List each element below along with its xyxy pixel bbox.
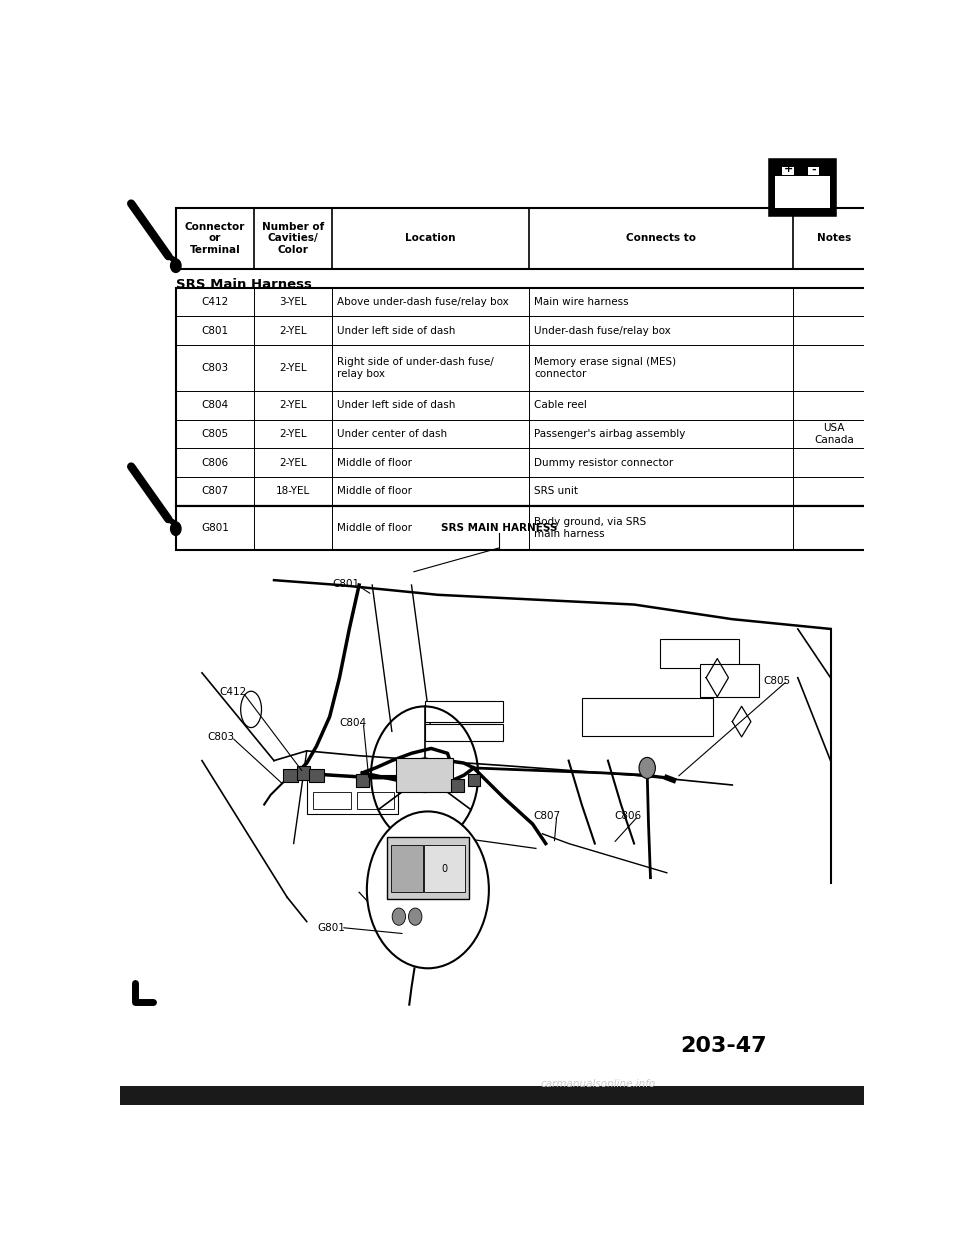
Bar: [120, 1087, 864, 1105]
Text: C804: C804: [202, 400, 228, 410]
Text: C801: C801: [202, 325, 228, 335]
Text: Passenger's airbag assembly: Passenger's airbag assembly: [535, 428, 685, 438]
Text: 203-47: 203-47: [681, 1036, 767, 1056]
Text: C805: C805: [763, 676, 791, 686]
Bar: [357, 792, 394, 810]
Circle shape: [367, 811, 489, 969]
Text: C801: C801: [332, 579, 359, 589]
Text: Middle of floor: Middle of floor: [337, 458, 412, 468]
Bar: [468, 775, 480, 786]
Bar: [176, 505, 876, 550]
Text: carmanualsonline.info: carmanualsonline.info: [540, 1079, 656, 1089]
Bar: [424, 724, 503, 741]
Bar: [176, 288, 876, 505]
Bar: [396, 758, 453, 792]
Circle shape: [639, 758, 656, 779]
Text: 2-YEL: 2-YEL: [279, 325, 307, 335]
Text: C806: C806: [614, 811, 642, 821]
Text: SRS Main Harness: SRS Main Harness: [176, 278, 312, 291]
Text: 2-YEL: 2-YEL: [279, 400, 307, 410]
Text: Connector
or
Terminal: Connector or Terminal: [184, 222, 245, 255]
Bar: [309, 769, 324, 782]
Circle shape: [171, 522, 181, 535]
Text: Right side of under-dash fuse/
relay box: Right side of under-dash fuse/ relay box: [337, 358, 494, 379]
Text: Above under-dash fuse/relay box: Above under-dash fuse/relay box: [337, 297, 509, 307]
Circle shape: [392, 908, 405, 925]
Text: C805: C805: [202, 428, 228, 438]
Text: Middle of floor: Middle of floor: [337, 487, 412, 497]
Text: C803: C803: [202, 363, 228, 373]
Text: Connects to: Connects to: [626, 233, 696, 243]
Text: SRS MAIN HARNESS: SRS MAIN HARNESS: [442, 523, 558, 534]
Text: G801: G801: [317, 923, 345, 933]
Text: +: +: [783, 164, 793, 174]
Text: Main wire harness: Main wire harness: [535, 297, 629, 307]
Bar: [176, 209, 876, 268]
Text: SRS unit: SRS unit: [535, 487, 579, 497]
Text: Location: Location: [405, 233, 456, 243]
Text: C804: C804: [340, 718, 367, 728]
Text: Memory erase signal (MES)
connector: Memory erase signal (MES) connector: [535, 358, 677, 379]
Text: 2-YEL: 2-YEL: [279, 363, 307, 373]
Bar: [313, 792, 351, 810]
Bar: [307, 775, 398, 815]
Bar: [297, 766, 310, 780]
Text: USA
Canada: USA Canada: [814, 424, 854, 445]
Text: Under left side of dash: Under left side of dash: [337, 325, 456, 335]
Bar: [582, 698, 712, 737]
Text: C807: C807: [533, 811, 560, 821]
Text: C806: C806: [202, 458, 228, 468]
Circle shape: [409, 908, 421, 925]
Text: 2-YEL: 2-YEL: [279, 458, 307, 468]
Text: Dummy resistor connector: Dummy resistor connector: [535, 458, 674, 468]
Bar: [356, 775, 369, 787]
Bar: [392, 845, 422, 892]
Text: Body ground, via SRS
main harness: Body ground, via SRS main harness: [535, 517, 647, 539]
Text: C412: C412: [219, 687, 246, 697]
Bar: [387, 837, 468, 899]
Bar: [660, 640, 739, 668]
Text: 0: 0: [442, 864, 447, 874]
Text: Number of
Cavities/
Color: Number of Cavities/ Color: [262, 222, 324, 255]
Text: G801: G801: [201, 523, 228, 533]
Text: 3-YEL: 3-YEL: [279, 297, 307, 307]
Text: C803: C803: [207, 733, 235, 743]
Text: Middle of floor: Middle of floor: [337, 523, 412, 533]
Text: 18-YEL: 18-YEL: [276, 487, 310, 497]
Text: C412: C412: [202, 297, 228, 307]
Text: Notes: Notes: [817, 233, 852, 243]
Text: Cable reel: Cable reel: [535, 400, 588, 410]
Bar: [450, 779, 464, 791]
Bar: [423, 845, 465, 892]
Circle shape: [411, 758, 438, 792]
Text: Under-dash fuse/relay box: Under-dash fuse/relay box: [535, 325, 671, 335]
Bar: [782, 168, 794, 175]
Bar: [424, 700, 503, 722]
Text: -: -: [811, 164, 816, 174]
Bar: [776, 175, 829, 209]
Bar: [771, 161, 834, 214]
Bar: [807, 168, 819, 175]
Text: Under center of dash: Under center of dash: [337, 428, 447, 438]
Circle shape: [171, 260, 181, 272]
Bar: [700, 663, 758, 697]
Text: C807: C807: [202, 487, 228, 497]
Bar: [283, 769, 298, 782]
Text: Under left side of dash: Under left side of dash: [337, 400, 456, 410]
Text: 2-YEL: 2-YEL: [279, 428, 307, 438]
